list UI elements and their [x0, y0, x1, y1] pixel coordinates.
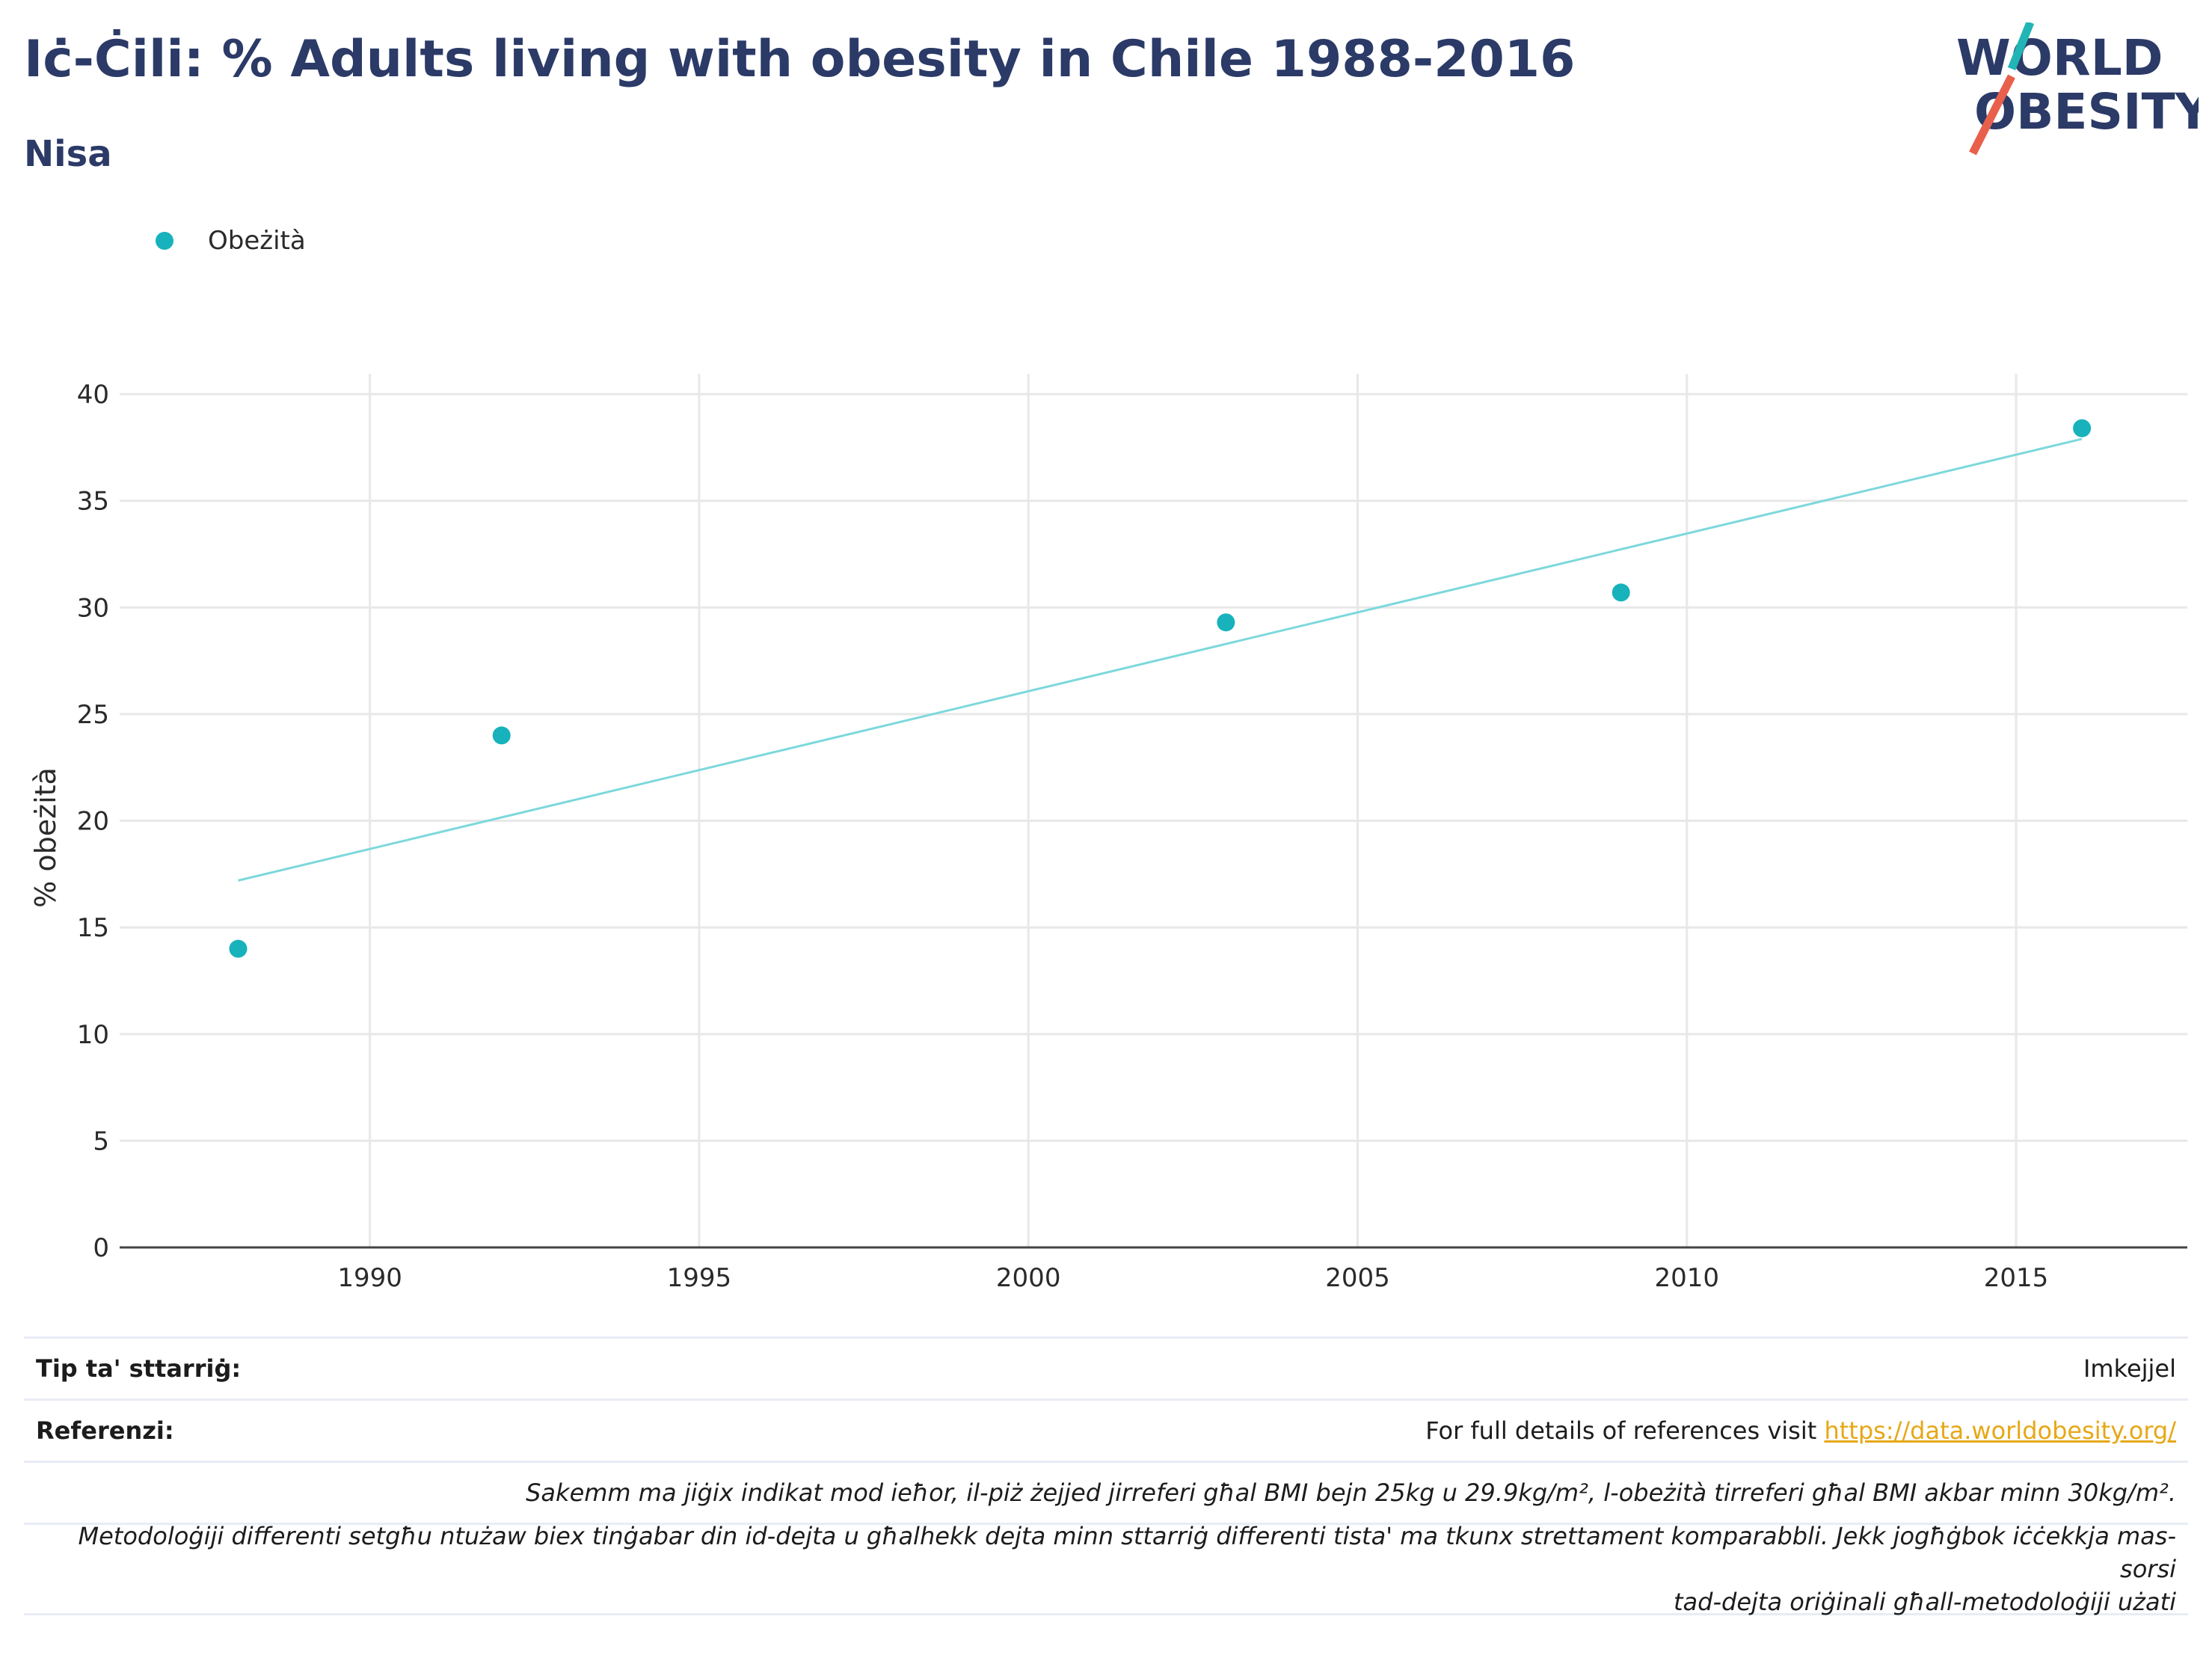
data-point: [229, 939, 248, 958]
trendline: [238, 437, 2083, 882]
y-tick-label: 5: [93, 1126, 109, 1156]
logo-slash-red: [1969, 74, 2015, 156]
x-tick-label: 2010: [1654, 1263, 1719, 1293]
y-tick-label: 40: [77, 380, 109, 410]
data-points: [229, 419, 2092, 958]
x-tick-label: 1990: [337, 1263, 402, 1293]
data-point: [1612, 583, 1630, 602]
chart-subtitle: Nisa: [24, 133, 112, 175]
y-tick-label: 35: [77, 487, 109, 517]
references-label: Referenzi:: [36, 1416, 174, 1445]
references-value: For full details of references visit htt…: [1425, 1416, 2176, 1445]
y-tick-label: 0: [93, 1233, 109, 1263]
source-type-label: Tip ta' sttarriġ:: [36, 1354, 242, 1383]
axes: 0 5 10 15 20 25 30 35 40 1990 1995 2000 2005 2010 2015: [77, 380, 2187, 1293]
data-point: [1217, 613, 1235, 632]
references-text: For full details of references visit: [1425, 1416, 1825, 1445]
methodology-note: Metodoloġiji differenti setgħu ntużaw bi…: [36, 1520, 2177, 1618]
logo-line2: OBESITY: [1974, 83, 2199, 141]
world-obesity-logo[interactable]: WORLD OBESITY: [1952, 22, 2199, 157]
x-tick-label: 2000: [996, 1263, 1061, 1293]
note-row-1: Sakemm ma jiġix indikat mod ieħor, il-pi…: [24, 1461, 2188, 1523]
x-tick-label: 2005: [1325, 1263, 1390, 1293]
y-tick-label: 20: [77, 807, 109, 837]
methodology-note-line1: Metodoloġiji differenti setgħu ntużaw bi…: [78, 1522, 2177, 1583]
y-tick-label: 25: [77, 700, 109, 730]
x-tick-label: 1995: [667, 1263, 732, 1293]
trendline-group: [238, 437, 2083, 882]
chart-title: Iċ-Ċili: % Adults living with obesity in…: [24, 30, 1576, 89]
logo-line1: WORLD: [1956, 29, 2163, 87]
bmi-definition-note: Sakemm ma jiġix indikat mod ieħor, il-pi…: [526, 1479, 2176, 1507]
data-point: [2073, 419, 2092, 437]
footer-table: Tip ta' sttarriġ: Imkejjel Referenzi: Fo…: [24, 1336, 2188, 1618]
references-link[interactable]: https://data.worldobesity.org/: [1824, 1416, 2176, 1445]
data-point: [492, 726, 511, 745]
grid-lines: [120, 374, 2187, 1247]
chart-plot: 0 5 10 15 20 25 30 35 40 1990 1995 2000 2005 2010 2015…: [29, 374, 2187, 1293]
x-tick-label: 2015: [1984, 1263, 2049, 1293]
y-tick-label: 15: [77, 913, 109, 943]
y-tick-label: 10: [77, 1020, 109, 1050]
methodology-note-line2: tad-dejta oriġinali għall-metodoloġiji u…: [1673, 1588, 2176, 1616]
references-row: Referenzi: For full details of reference…: [24, 1398, 2188, 1461]
legend-label: Obeżità: [208, 226, 306, 256]
logo-slash-teal: [2007, 22, 2035, 71]
source-type-row: Tip ta' sttarriġ: Imkejjel: [24, 1336, 2188, 1398]
source-type-value: Imkejjel: [2083, 1354, 2176, 1383]
legend-marker: [156, 232, 173, 250]
y-axis-label: % obeżità: [29, 767, 62, 908]
chart-legend[interactable]: Obeżità: [156, 226, 306, 256]
note-row-2: Metodoloġiji differenti setgħu ntużaw bi…: [24, 1520, 2188, 1618]
y-tick-label: 30: [77, 593, 109, 623]
